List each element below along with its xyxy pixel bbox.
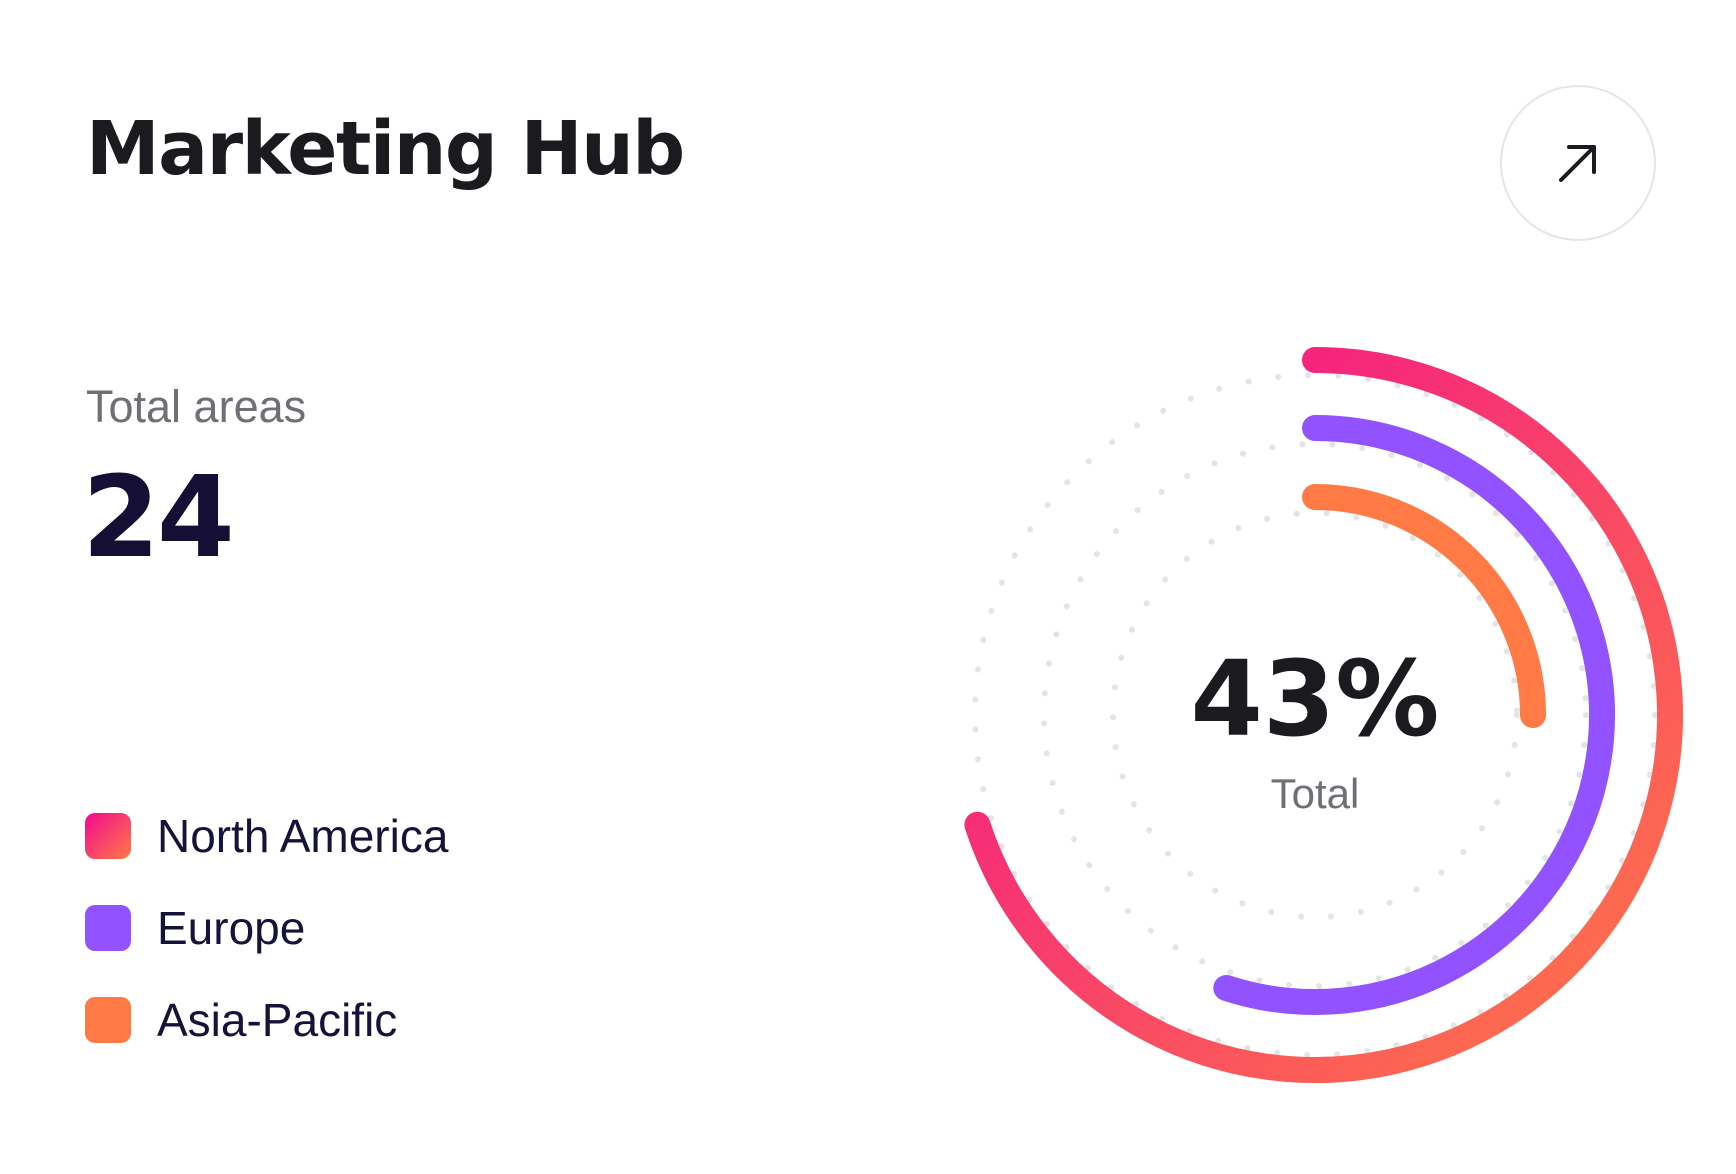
card-title: Marketing Hub xyxy=(86,106,685,192)
chart-legend: North America Europe Asia-Pacific xyxy=(85,812,448,1088)
legend-swatch xyxy=(85,813,131,859)
legend-item-north-america: North America xyxy=(85,812,448,860)
center-percentage: 43% xyxy=(1191,638,1440,760)
total-areas-value: 24 xyxy=(82,453,235,583)
chart-series xyxy=(964,347,1683,1083)
series-arc-north-america xyxy=(964,347,1683,1083)
legend-swatch xyxy=(85,905,131,951)
legend-label: Europe xyxy=(157,902,306,954)
legend-swatch xyxy=(85,997,131,1043)
legend-item-asia-pacific: Asia-Pacific xyxy=(85,996,448,1044)
chart-track xyxy=(1110,510,1520,920)
chart-track xyxy=(1041,441,1589,989)
chart-track xyxy=(972,372,1658,1058)
legend-label: Asia-Pacific xyxy=(157,994,398,1046)
center-label: Total xyxy=(1271,770,1360,817)
series-arc-europe xyxy=(1213,415,1615,1015)
legend-item-europe: Europe xyxy=(85,904,448,952)
arrow-up-right-icon xyxy=(1559,145,1596,182)
open-details-button[interactable] xyxy=(1500,85,1656,241)
total-areas-label: Total areas xyxy=(86,381,307,432)
chart-tracks xyxy=(972,372,1658,1058)
series-arc-asia-pacific xyxy=(1302,484,1546,728)
legend-label: North America xyxy=(157,810,449,862)
